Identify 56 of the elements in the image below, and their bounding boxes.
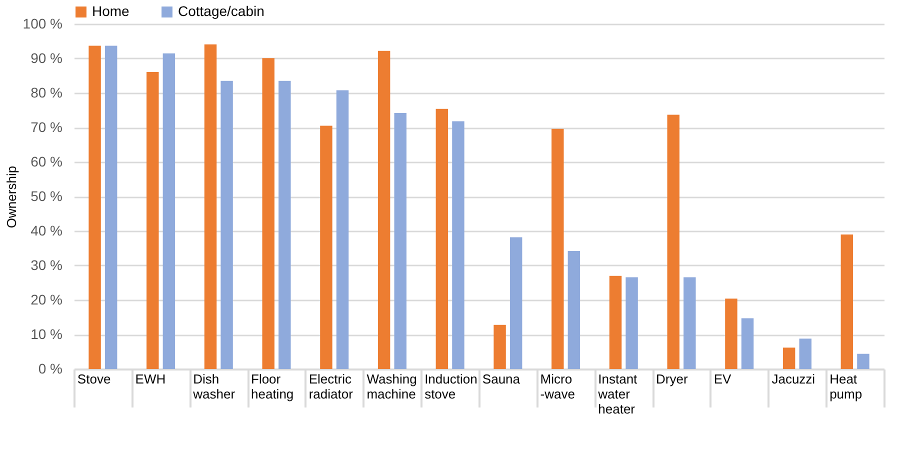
x-tick-label: Heat pump [830, 372, 862, 402]
bar [204, 44, 217, 369]
y-tick-label: 70 % [30, 119, 62, 135]
y-tick-label: 40 % [30, 222, 62, 238]
x-tick-label: Instant water heater [597, 372, 638, 416]
bar [840, 234, 854, 369]
bar [609, 276, 622, 369]
y-tick-label: 0 % [38, 360, 62, 376]
bar [626, 277, 638, 369]
y-axis-title: Ownership [4, 166, 19, 228]
x-tick-label: Dryer [656, 372, 688, 386]
bar [278, 80, 291, 369]
bar [146, 72, 159, 369]
x-tick-label: EWH [135, 372, 166, 386]
x-tick-label: Micro -wave [540, 372, 575, 402]
x-tick-label: Jacuzzi [772, 372, 816, 386]
bar [568, 251, 580, 369]
x-tick-label: Dish washer [192, 372, 236, 402]
bar [725, 298, 738, 369]
bar [436, 108, 448, 369]
bar [88, 46, 101, 369]
y-tick-label: 50 % [30, 188, 62, 204]
x-tick-label: Floor heating [251, 372, 294, 402]
x-tick-label: Stove [77, 372, 111, 386]
bar [262, 58, 274, 369]
y-tick-label: 80 % [30, 84, 62, 100]
bar [320, 126, 332, 369]
bar [667, 114, 680, 369]
x-tick-label: Induction stove [424, 372, 478, 402]
bar [857, 354, 870, 369]
x-tick-label: EV [714, 372, 732, 386]
legend-label: Home [92, 3, 130, 19]
bar [336, 90, 349, 369]
y-tick-label: 100 % [22, 16, 62, 32]
bar [782, 348, 796, 369]
bar [510, 237, 522, 369]
y-tick-label: 60 % [30, 154, 62, 170]
bar [378, 50, 390, 369]
bar [799, 338, 812, 369]
bar [104, 46, 118, 369]
y-tick-label: 30 % [30, 257, 62, 273]
bar [684, 277, 696, 369]
legend-label: Cottage/cabin [178, 3, 264, 19]
x-tick-label: Washing machine [366, 372, 417, 402]
bar [452, 121, 464, 369]
bar [741, 318, 754, 369]
y-tick-label: 90 % [30, 50, 62, 66]
y-tick-label: 10 % [30, 326, 62, 342]
bar [494, 324, 506, 369]
bar [162, 53, 176, 369]
x-tick-label: Electric radiator [308, 372, 354, 402]
bar [220, 80, 233, 369]
bar [394, 113, 406, 369]
y-tick-label: 20 % [30, 292, 62, 308]
x-tick-label: Sauna [482, 372, 521, 386]
bar [552, 128, 564, 369]
